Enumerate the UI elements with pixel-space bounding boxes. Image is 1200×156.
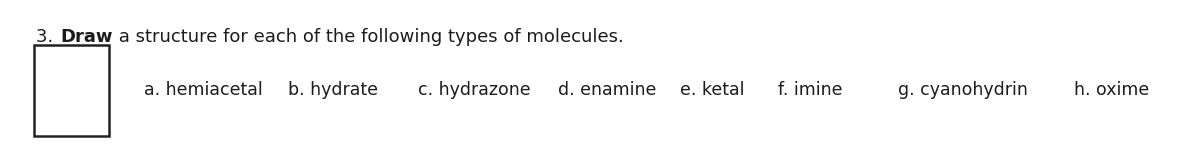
- Text: a structure for each of the following types of molecules.: a structure for each of the following ty…: [113, 28, 624, 46]
- Text: b. hydrate: b. hydrate: [288, 81, 378, 100]
- Text: e. ketal: e. ketal: [680, 81, 745, 100]
- Text: a. hemiacetal: a. hemiacetal: [144, 81, 263, 100]
- Text: g. cyanohydrin: g. cyanohydrin: [898, 81, 1027, 100]
- Text: 3.: 3.: [36, 28, 59, 46]
- Bar: [34, 45, 109, 136]
- Text: c. hydrazone: c. hydrazone: [418, 81, 530, 100]
- Text: Draw: Draw: [60, 28, 113, 46]
- Text: d. enamine: d. enamine: [558, 81, 656, 100]
- Text: f. imine: f. imine: [778, 81, 842, 100]
- Text: h. oxime: h. oxime: [1074, 81, 1150, 100]
